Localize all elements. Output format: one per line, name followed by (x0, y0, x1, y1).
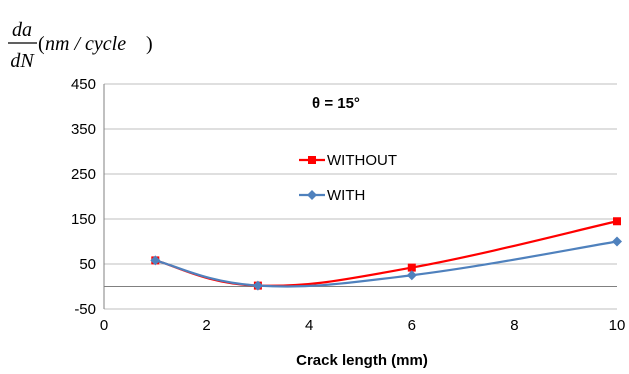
data-point (613, 217, 621, 226)
y-label-close-paren: ) (146, 33, 153, 55)
y-label-denominator: dN (10, 50, 35, 72)
legend-item-with: WITH (299, 187, 365, 204)
y-tick-label: 150 (71, 211, 96, 228)
data-point (252, 280, 263, 291)
data-series (150, 217, 622, 291)
legend-label: WITH (327, 187, 365, 204)
data-point (406, 270, 417, 281)
legend: WITHOUT WITH (299, 152, 397, 204)
x-tick-labels: 0 2 4 6 8 10 (100, 317, 626, 334)
legend-swatch-marker (308, 156, 316, 164)
legend-swatch-marker (307, 190, 317, 200)
series-line (155, 240, 618, 288)
data-point (407, 263, 416, 272)
y-tick-label: 350 (71, 121, 96, 138)
y-tick-label: 450 (71, 76, 96, 93)
y-tick-label: -50 (74, 301, 96, 318)
data-point (150, 255, 161, 266)
gridlines (103, 83, 617, 310)
y-label-unit: nm / cycle (45, 33, 126, 55)
x-tick-label: 4 (305, 317, 313, 334)
y-tick-labels: -50 50 150 250 350 450 (71, 76, 96, 318)
legend-item-without: WITHOUT (299, 152, 397, 169)
y-tick-label: 50 (79, 256, 96, 273)
x-tick-label: 0 (100, 317, 108, 334)
y-label-numerator: da (12, 19, 32, 41)
x-tick-label: 8 (510, 317, 518, 334)
theta-annotation: θ = 15° (312, 95, 360, 112)
data-point (612, 236, 622, 247)
x-tick-label: 10 (609, 317, 626, 334)
legend-label: WITHOUT (327, 152, 397, 169)
y-label-open-paren: ( (38, 33, 45, 55)
x-axis-label: Crack length (mm) (296, 352, 428, 369)
y-tick-label: 250 (71, 166, 96, 183)
x-tick-label: 2 (202, 317, 210, 334)
series-with (150, 236, 622, 291)
x-tick-label: 6 (408, 317, 416, 334)
y-axis-label: da dN ( nm / cycle ) (8, 19, 153, 72)
